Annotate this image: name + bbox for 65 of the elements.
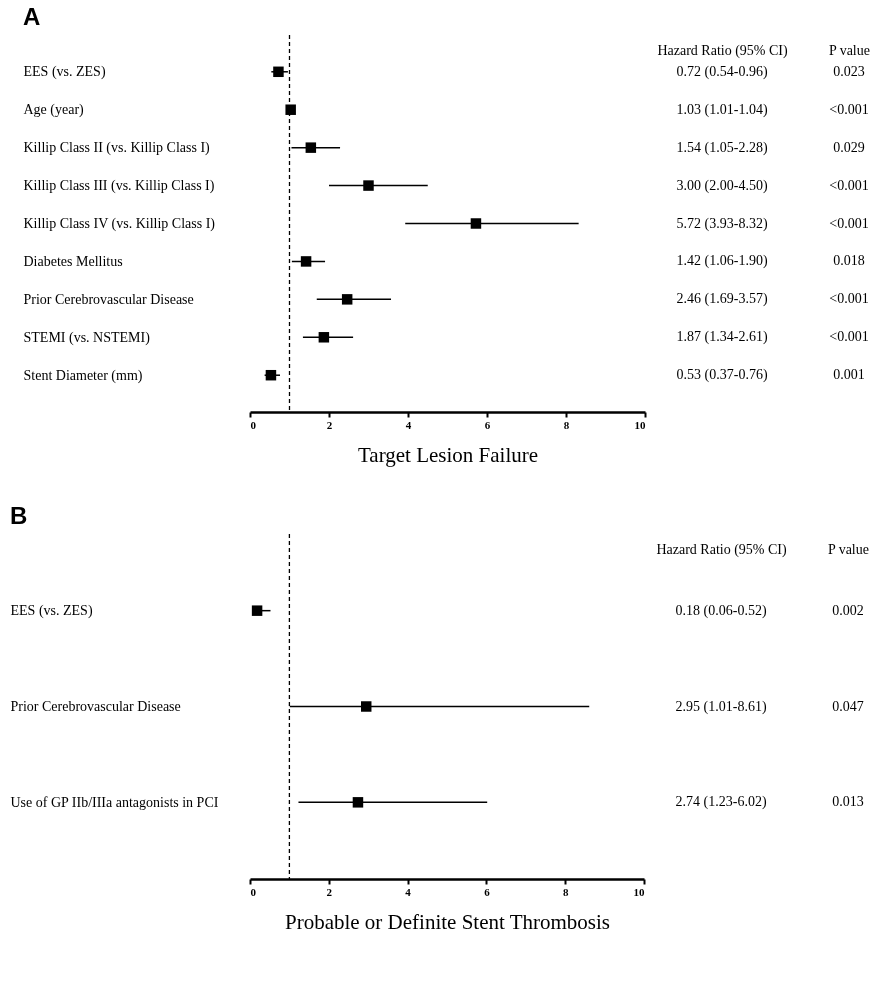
y-tick-label: Diabetes Mellitus (23, 253, 123, 269)
data-label: 1.03 (1.01-1.04) (676, 101, 768, 118)
text: A (23, 3, 41, 31)
x-tick-label: 6 (484, 418, 491, 431)
x-tick-label: 2 (326, 418, 333, 431)
y-tick-label: Killip Class IV (vs. Killip Class I) (23, 216, 216, 232)
point (273, 66, 284, 78)
x-tick-label: 4 (405, 418, 412, 431)
y-tick-label: Killip Class II (vs. Killip Class I) (23, 140, 211, 157)
data-label: 0.53 (0.37-0.76) (676, 367, 768, 384)
text: <0.001 (829, 177, 869, 193)
x-tick-label: 6 (484, 885, 491, 898)
x-tick-label: 8 (562, 885, 569, 898)
y-tick-label: Use of GP IIb/IIIa antagonists in PCI (10, 794, 219, 810)
text: 0.029 (833, 139, 865, 155)
point (305, 142, 317, 153)
x-axis-title: Probable or Definite Stent Thrombosis (284, 909, 611, 934)
data-label: 0.72 (0.54-0.96) (676, 63, 768, 80)
y-tick-label: Prior Cerebrovascular Disease (23, 291, 194, 307)
text: Hazard Ratio (95% CI) (656, 541, 788, 558)
y-tick-label: Killip Class III (vs. Killip Class I) (23, 178, 215, 195)
data-label: 1.54 (1.05-2.28) (676, 139, 768, 156)
text: <0.001 (829, 329, 869, 345)
data-label: 0.18 (0.06-0.52) (675, 602, 767, 619)
text: 0.023 (833, 63, 865, 79)
x-tick-label: 2 (326, 885, 333, 898)
text: Hazard Ratio (95% CI) (657, 42, 789, 59)
y-tick-label: EES (vs. ZES) (10, 603, 93, 620)
text: P value (827, 541, 869, 557)
x-axis-title: Target Lesion Failure (357, 442, 539, 467)
text: P value (828, 42, 870, 58)
y-tick-label: Stent Diameter (mm) (23, 367, 143, 384)
x-tick-label: 0 (250, 885, 257, 898)
y-tick-label: EES (vs. ZES) (23, 64, 106, 81)
text: 0.047 (832, 698, 864, 714)
text: 0.018 (833, 253, 865, 269)
text: 0.002 (832, 602, 864, 618)
data-label: 5.72 (3.93-8.32) (676, 215, 768, 232)
point (470, 218, 482, 229)
point (300, 256, 312, 267)
text: <0.001 (829, 215, 869, 231)
text: <0.001 (829, 291, 869, 307)
data-label: 2.95 (1.01-8.61) (675, 698, 767, 715)
text: 0.001 (833, 367, 865, 383)
point (285, 104, 296, 115)
data-label: 2.46 (1.69-3.57) (676, 291, 768, 308)
x-tick-label: 8 (563, 418, 570, 431)
x-tick-label: 4 (405, 885, 412, 898)
point (265, 369, 277, 381)
y-tick-label: Age (year) (23, 102, 85, 119)
y-tick-label: Prior Cerebrovascular Disease (10, 699, 181, 714)
data-label: 1.87 (1.34-2.61) (676, 329, 768, 346)
x-tick-label: 10 (634, 418, 646, 431)
text: <0.001 (829, 101, 869, 117)
data-label: 1.42 (1.06-1.90) (676, 253, 768, 270)
x-tick-label: 10 (633, 885, 645, 898)
point (318, 332, 330, 343)
y-tick-label: STEMI (vs. NSTEMI) (23, 329, 151, 346)
text: B (10, 502, 28, 530)
data-label: 3.00 (2.00-4.50) (676, 177, 768, 194)
point (363, 180, 374, 191)
point (341, 294, 353, 305)
data-label: 2.74 (1.23-6.02) (675, 794, 767, 811)
text: 0.013 (832, 794, 864, 810)
x-tick-label: 0 (250, 418, 257, 431)
